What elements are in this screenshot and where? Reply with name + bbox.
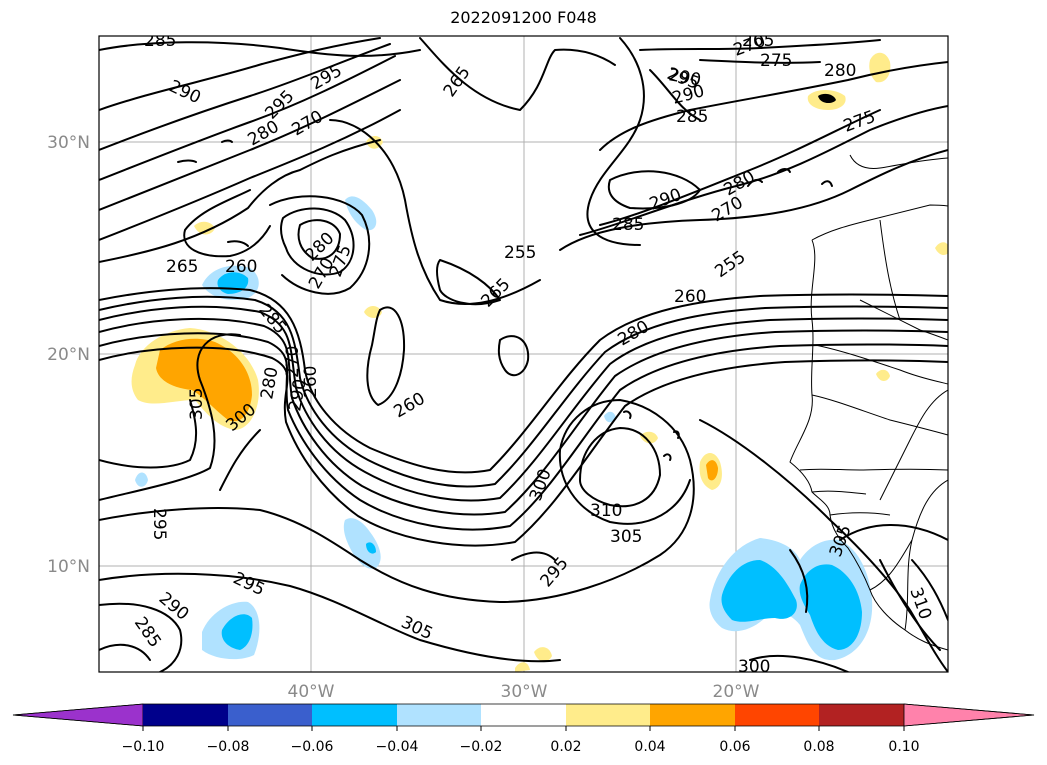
- contour-label: 290: [285, 377, 310, 412]
- colorbar-bin: [566, 704, 650, 726]
- colorbar-tick-label: −0.08: [207, 739, 250, 755]
- lon-label-30w: 30°W: [501, 682, 548, 702]
- contour-label: 310: [905, 585, 935, 622]
- contour-label: 295: [149, 508, 169, 540]
- contour-label: 270: [709, 193, 747, 227]
- contour-label: 265: [742, 31, 774, 51]
- colorbar-ticks: −0.10 −0.08 −0.06 −0.04 −0.02 0.02 0.04 …: [122, 726, 920, 755]
- colorbar: [12, 703, 1035, 727]
- contour-label: 280: [721, 167, 759, 201]
- contour-label: 305: [610, 527, 642, 547]
- contour-label: 300: [738, 657, 770, 677]
- contour-label: 285: [144, 31, 176, 51]
- colorbar-tick-label: −0.10: [122, 739, 165, 755]
- colorbar-tick-label: −0.02: [460, 739, 503, 755]
- contour-label: 265: [477, 274, 514, 311]
- map-frame: [98, 35, 949, 673]
- contour-label: 270: [283, 346, 303, 378]
- contour-label: 265: [440, 63, 475, 101]
- contour-label: 280: [257, 365, 282, 400]
- shading-positive: [131, 52, 948, 672]
- colorbar-over: [903, 703, 1035, 727]
- contour-label: 295: [537, 553, 573, 591]
- contour-label: 275: [760, 51, 792, 71]
- colorbar-bin: [143, 704, 228, 726]
- contour-label: 300: [526, 466, 556, 503]
- colorbar-tick-label: −0.06: [291, 739, 334, 755]
- contour-label: 270: [289, 107, 327, 141]
- contour-label: 290: [155, 589, 193, 625]
- lat-label-20n: 20°N: [47, 345, 90, 365]
- lon-label-20w: 20°W: [713, 682, 760, 702]
- lon-label-40w: 40°W: [288, 682, 335, 702]
- colorbar-tick-label: 0.10: [888, 739, 919, 755]
- contour-label: 285: [612, 215, 644, 235]
- lat-label-10n: 10°N: [47, 557, 90, 577]
- colorbar-bin: [735, 704, 819, 726]
- lat-label-30n: 30°N: [47, 133, 90, 153]
- colorbar-bin: [228, 704, 312, 726]
- contour-label: 280: [824, 61, 856, 81]
- colorbar-tick-label: 0.06: [719, 739, 750, 755]
- colorbar-tick-label: 0.08: [803, 739, 834, 755]
- colorbar-tick-label: −0.04: [376, 739, 419, 755]
- contour-label: 305: [187, 388, 207, 420]
- contour-label: 260: [301, 366, 321, 398]
- contour-lines: [99, 37, 948, 672]
- contour-label: 260: [391, 389, 429, 423]
- shading-negative: [135, 196, 873, 661]
- colorbar-tick-label: 0.04: [634, 739, 665, 755]
- contour-label: 285: [676, 107, 708, 127]
- contour-label: 295: [261, 86, 298, 123]
- contour-label: 290: [647, 185, 684, 215]
- contour-label: 295: [230, 568, 268, 600]
- contour-label: 260: [225, 257, 257, 277]
- contour-label: 275: [841, 107, 878, 137]
- colorbar-bin: [650, 704, 735, 726]
- map-title: 2022091200 F048: [450, 8, 597, 27]
- colorbar-bin: [397, 704, 481, 726]
- colorbar-under: [12, 703, 144, 727]
- colorbar-bin: [312, 704, 397, 726]
- contour-label: 265: [166, 257, 198, 277]
- coastline: [789, 154, 948, 651]
- contour-label: 260: [674, 287, 706, 307]
- latitude-labels: 30°N 20°N 10°N: [47, 133, 90, 577]
- colorbar-bin: [481, 704, 566, 726]
- contour-label: 285: [130, 613, 165, 651]
- contour-label: 310: [590, 501, 622, 521]
- colorbar-bin: [819, 704, 904, 726]
- contour-label: 255: [504, 243, 536, 263]
- contour-label: 255: [711, 247, 749, 282]
- longitude-labels: 40°W 30°W 20°W: [288, 682, 760, 702]
- contour-label: 280: [615, 317, 653, 351]
- colorbar-tick-label: 0.02: [550, 739, 581, 755]
